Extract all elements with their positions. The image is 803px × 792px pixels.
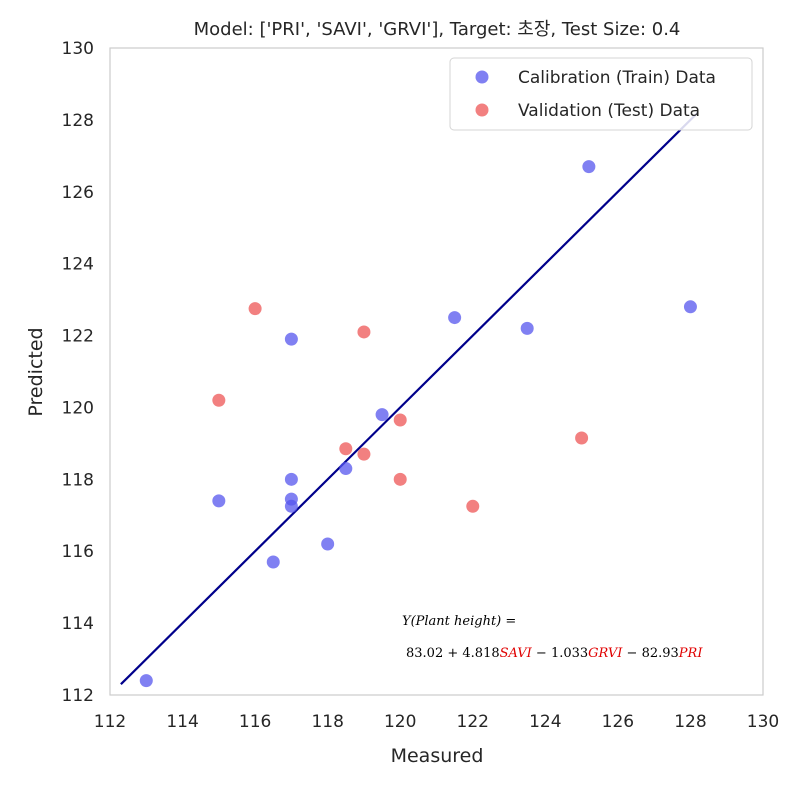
equation-coef-savi: 4.818 <box>462 646 499 661</box>
legend: Calibration (Train) Data Validation (Tes… <box>449 57 753 131</box>
regression-equation: Y(Plant height) = 83.02 + 4.818SAVI − 1.… <box>402 614 703 661</box>
equation-var-savi: SAVI <box>500 646 533 661</box>
y-tick-label: 122 <box>62 327 94 347</box>
x-tick-label: 116 <box>239 712 271 732</box>
x-tick-label: 126 <box>602 712 634 732</box>
test-data-point <box>393 472 407 486</box>
train-data-point <box>212 494 226 508</box>
y-axis-ticks: 112 114 116 118 120 122 124 126 128 130 <box>62 39 94 706</box>
equation-intercept: 83.02 <box>406 646 443 661</box>
test-data-point <box>357 447 371 461</box>
train-data-point <box>321 537 335 551</box>
train-data-point <box>683 300 697 314</box>
regression-fit-line <box>120 111 699 685</box>
test-data-point <box>248 302 262 316</box>
equation-coef-grvi: 1.033 <box>551 646 588 661</box>
train-data-point <box>284 472 298 486</box>
legend-label-test: Validation (Test) Data <box>518 101 700 121</box>
y-tick-label: 126 <box>62 183 94 203</box>
train-data-point <box>266 555 280 569</box>
equation-var-pri: PRI <box>678 646 704 661</box>
series-train <box>139 160 697 688</box>
y-tick-label: 112 <box>62 686 94 706</box>
x-tick-label: 114 <box>166 712 198 732</box>
train-data-point <box>448 311 462 325</box>
test-data-point <box>575 431 589 445</box>
test-data-point <box>357 325 371 339</box>
test-data-point <box>212 393 226 407</box>
fit-line-layer <box>120 111 699 685</box>
train-data-point <box>284 499 298 513</box>
x-axis-ticks: 112 114 116 118 120 122 124 126 128 130 <box>94 712 779 732</box>
legend-marker-train <box>475 70 489 84</box>
test-data-point <box>393 413 407 427</box>
data-points-layer <box>139 160 697 688</box>
y-tick-label: 128 <box>62 111 94 131</box>
y-tick-label: 118 <box>62 470 94 490</box>
train-data-point <box>284 332 298 346</box>
x-tick-label: 118 <box>311 712 343 732</box>
legend-marker-test <box>475 103 489 117</box>
x-axis-label: Measured <box>391 745 484 767</box>
y-tick-label: 114 <box>62 614 94 634</box>
equation-line-2: 83.02 + 4.818SAVI − 1.033GRVI − 82.93PRI <box>406 646 703 661</box>
train-data-point <box>139 674 153 688</box>
train-data-point <box>375 408 389 422</box>
legend-label-train: Calibration (Train) Data <box>518 68 716 88</box>
train-data-point <box>582 160 596 174</box>
equation-line-1: Y(Plant height) = <box>402 614 516 629</box>
y-axis-label: Predicted <box>25 327 47 416</box>
x-tick-label: 128 <box>674 712 706 732</box>
test-data-point <box>466 499 480 513</box>
x-tick-label: 122 <box>457 712 489 732</box>
x-tick-label: 112 <box>94 712 126 732</box>
train-data-point <box>520 321 534 335</box>
legend-box <box>449 57 753 131</box>
equation-coef-pri: 82.93 <box>642 646 679 661</box>
train-data-point <box>339 462 353 476</box>
y-tick-label: 130 <box>62 39 94 59</box>
equation-var-grvi: GRVI <box>588 646 623 661</box>
series-test <box>212 302 589 513</box>
test-data-point <box>339 442 353 456</box>
y-tick-label: 120 <box>62 398 94 418</box>
x-tick-label: 120 <box>384 712 416 732</box>
y-tick-label: 124 <box>62 255 94 275</box>
x-tick-label: 124 <box>529 712 561 732</box>
y-tick-label: 116 <box>62 542 94 562</box>
x-tick-label: 130 <box>747 712 779 732</box>
chart-title: Model: ['PRI', 'SAVI', 'GRVI'], Target: … <box>194 19 681 40</box>
